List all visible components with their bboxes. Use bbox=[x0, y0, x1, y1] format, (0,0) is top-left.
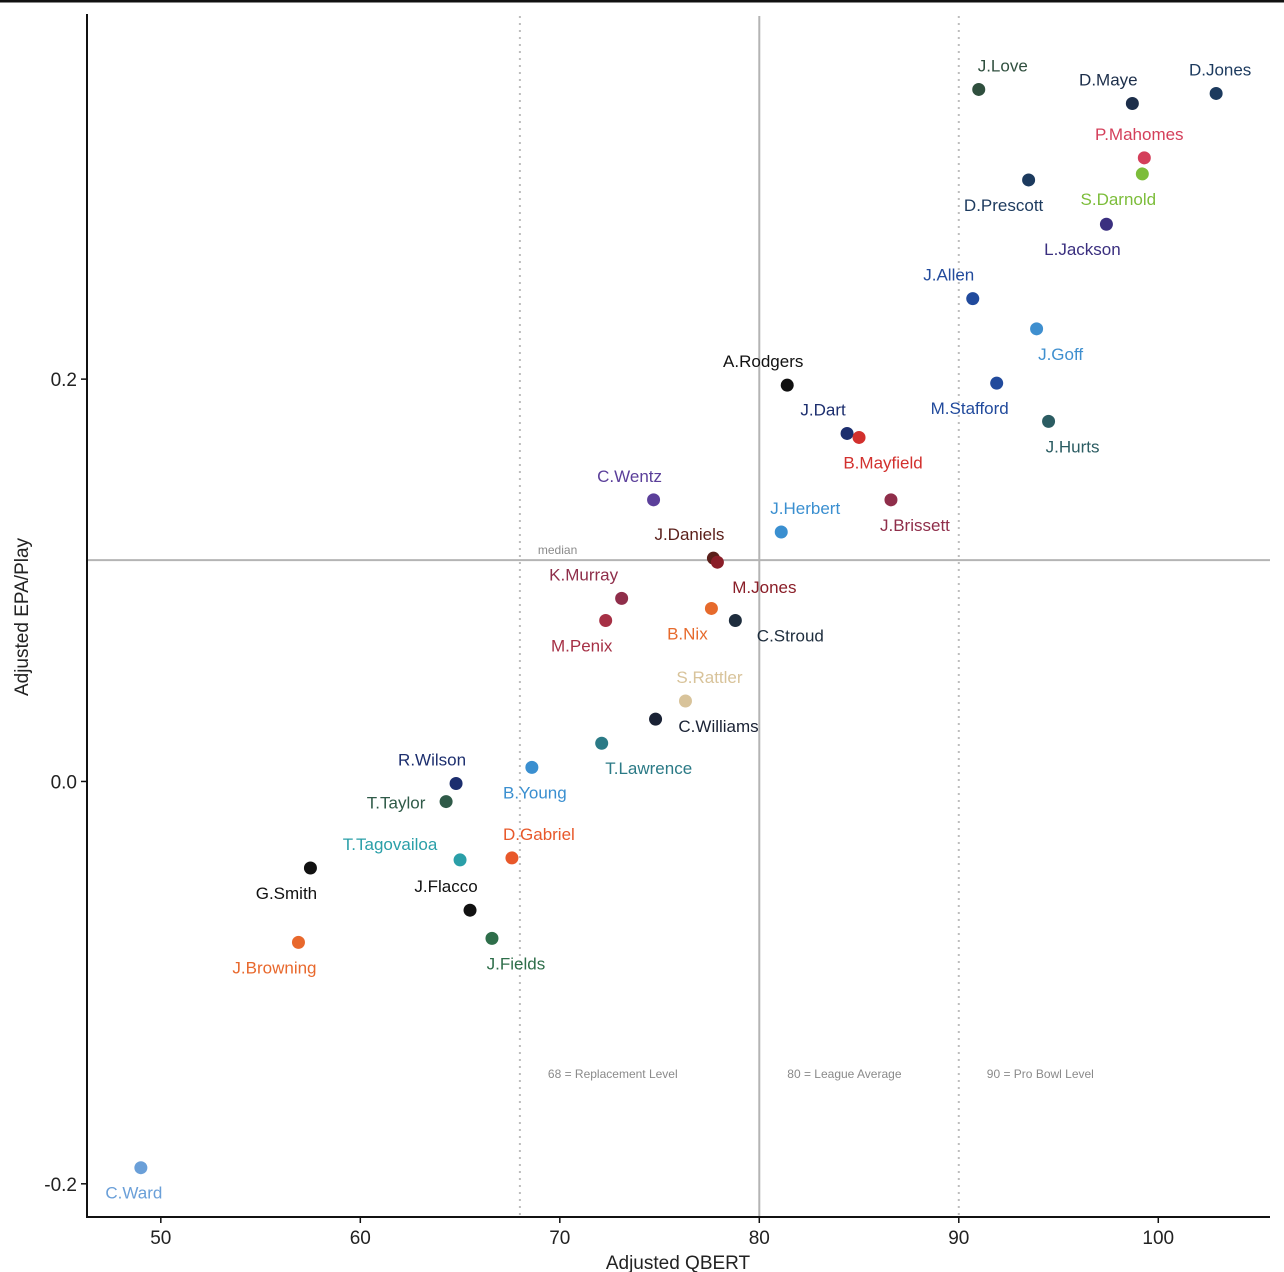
label-j-brissett: J.Brissett bbox=[880, 516, 950, 535]
label-j-hurts: J.Hurts bbox=[1046, 437, 1100, 456]
y-tick-label-0: 0.2 bbox=[51, 370, 77, 391]
point-a-rodgers bbox=[780, 378, 794, 392]
x-tick-label-50: 50 bbox=[150, 1228, 171, 1249]
label-p-mahomes: P.Mahomes bbox=[1095, 125, 1184, 144]
point-j-allen bbox=[966, 292, 980, 306]
label-t-tagovailoa: T.Tagovailoa bbox=[343, 835, 438, 854]
y-tick-label-1: 0.0 bbox=[51, 772, 77, 793]
point-s-darnold bbox=[1135, 167, 1149, 181]
label-d-prescott: D.Prescott bbox=[964, 196, 1044, 215]
label-r-wilson: R.Wilson bbox=[398, 750, 466, 769]
label-g-smith: G.Smith bbox=[256, 884, 317, 903]
reference-label-68: 68 = Replacement Level bbox=[548, 1067, 678, 1081]
point-j-dart bbox=[840, 426, 854, 440]
x-tick-label-80: 80 bbox=[749, 1228, 770, 1249]
point-j-brissett bbox=[884, 493, 898, 507]
point-d-prescott bbox=[1022, 173, 1036, 187]
x-axis-title: Adjusted QBERT bbox=[606, 1253, 751, 1272]
point-c-ward bbox=[134, 1161, 148, 1175]
point-b-young bbox=[525, 760, 539, 774]
point-m-stafford bbox=[990, 376, 1004, 390]
y-tick-label-2: -0.2 bbox=[44, 1175, 77, 1196]
point-k-murray bbox=[615, 591, 629, 605]
label-j-herbert: J.Herbert bbox=[770, 499, 840, 518]
point-c-williams bbox=[649, 712, 663, 726]
label-d-jones: D.Jones bbox=[1189, 60, 1251, 79]
label-s-rattler: S.Rattler bbox=[676, 668, 742, 687]
point-m-penix bbox=[599, 614, 613, 628]
point-d-jones bbox=[1209, 86, 1223, 100]
label-d-maye: D.Maye bbox=[1079, 71, 1138, 90]
point-j-love bbox=[972, 82, 986, 96]
label-c-stroud: C.Stroud bbox=[757, 627, 824, 646]
point-c-stroud bbox=[728, 614, 742, 628]
label-m-jones: M.Jones bbox=[732, 578, 796, 597]
label-j-love: J.Love bbox=[978, 56, 1028, 75]
x-tick-label-70: 70 bbox=[549, 1228, 570, 1249]
point-l-jackson bbox=[1099, 217, 1113, 231]
label-j-allen: J.Allen bbox=[923, 266, 974, 285]
label-j-flacco: J.Flacco bbox=[414, 877, 477, 896]
y-axis-title: Adjusted EPA/Play bbox=[12, 537, 33, 696]
label-d-gabriel: D.Gabriel bbox=[503, 825, 575, 844]
x-tick-label-100: 100 bbox=[1142, 1228, 1174, 1249]
label-b-mayfield: B.Mayfield bbox=[843, 453, 922, 472]
point-p-mahomes bbox=[1137, 151, 1151, 165]
label-b-young: B.Young bbox=[503, 783, 567, 802]
point-m-jones bbox=[710, 555, 724, 569]
label-b-nix: B.Nix bbox=[667, 624, 708, 643]
label-j-daniels: J.Daniels bbox=[654, 525, 724, 544]
median-label: median bbox=[538, 543, 577, 557]
point-j-flacco bbox=[463, 903, 477, 917]
label-k-murray: K.Murray bbox=[549, 565, 618, 584]
point-c-wentz bbox=[647, 493, 661, 507]
point-r-wilson bbox=[449, 776, 463, 790]
x-tick-label-60: 60 bbox=[350, 1228, 371, 1249]
axes: 50 60 70 80 90 100 0.2 0.0 -0.2 bbox=[44, 14, 1270, 1249]
point-labels-layer: J.Love D.Maye D.Jones P.Mahomes S.Darnold D.P… bbox=[105, 56, 1251, 1202]
label-t-lawrence: T.Lawrence bbox=[605, 759, 692, 778]
label-c-williams: C.Williams bbox=[678, 717, 758, 736]
point-d-maye bbox=[1125, 97, 1139, 111]
label-m-stafford: M.Stafford bbox=[931, 399, 1009, 418]
point-b-mayfield bbox=[852, 430, 866, 444]
label-j-browning: J.Browning bbox=[232, 958, 316, 977]
label-j-fields: J.Fields bbox=[487, 954, 546, 973]
label-c-ward: C.Ward bbox=[105, 1184, 162, 1203]
point-t-tagovailoa bbox=[453, 853, 467, 867]
label-m-penix: M.Penix bbox=[551, 637, 613, 656]
reference-lines: 68 = Replacement Level 80 = League Averag… bbox=[87, 16, 1270, 1217]
label-j-goff: J.Goff bbox=[1038, 345, 1083, 364]
point-t-lawrence bbox=[595, 736, 609, 750]
label-c-wentz: C.Wentz bbox=[597, 467, 662, 486]
label-s-darnold: S.Darnold bbox=[1081, 190, 1157, 209]
point-s-rattler bbox=[678, 694, 692, 708]
x-tick-label-90: 90 bbox=[948, 1228, 969, 1249]
point-j-herbert bbox=[774, 525, 788, 539]
label-l-jackson: L.Jackson bbox=[1044, 240, 1121, 259]
point-b-nix bbox=[704, 601, 718, 615]
point-j-browning bbox=[291, 935, 305, 949]
reference-label-80: 80 = League Average bbox=[787, 1067, 902, 1081]
label-a-rodgers: A.Rodgers bbox=[723, 352, 803, 371]
points-layer bbox=[134, 82, 1223, 1175]
point-j-fields bbox=[485, 931, 499, 945]
label-j-dart: J.Dart bbox=[800, 400, 846, 419]
point-j-hurts bbox=[1042, 414, 1056, 428]
point-t-taylor bbox=[439, 795, 453, 809]
point-d-gabriel bbox=[505, 851, 519, 865]
point-j-goff bbox=[1030, 322, 1044, 336]
reference-label-90: 90 = Pro Bowl Level bbox=[987, 1067, 1094, 1081]
label-t-taylor: T.Taylor bbox=[367, 794, 426, 813]
point-g-smith bbox=[303, 861, 317, 875]
